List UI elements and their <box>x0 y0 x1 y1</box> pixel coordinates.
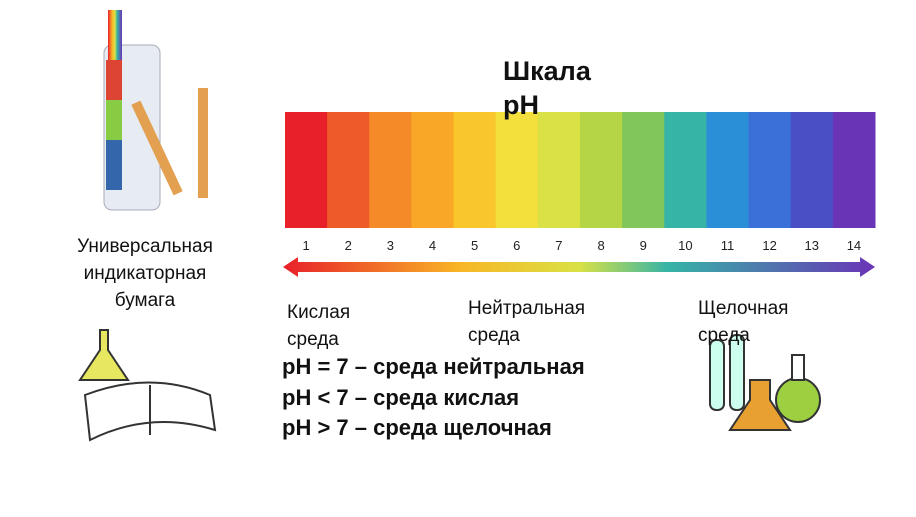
zone-label: Кислая среда <box>287 302 351 350</box>
scale-number: 7 <box>555 238 562 253</box>
color-band <box>748 112 792 228</box>
scale-number: 11 <box>721 238 735 253</box>
color-band <box>495 112 539 228</box>
color-band <box>706 112 750 228</box>
flask-book-icon <box>78 329 217 442</box>
color-band <box>537 112 581 228</box>
ph-scale: 1 2 3 4 5 6 7 8 9 10 11 12 13 14 <box>285 112 876 253</box>
scale-number: 12 <box>762 238 776 253</box>
scale-number: 4 <box>429 238 436 253</box>
rule: pH > 7 – среда щелочная <box>282 415 552 440</box>
scale-number: 2 <box>345 238 352 253</box>
color-band <box>327 112 370 228</box>
color-band <box>285 112 328 228</box>
scale-number: 10 <box>678 238 692 253</box>
scale-number: 14 <box>847 238 861 253</box>
ph-arrow <box>283 257 875 277</box>
scale-number: 8 <box>597 238 604 253</box>
scale-number: 6 <box>513 238 520 253</box>
color-band <box>790 112 834 228</box>
color-band <box>832 112 876 228</box>
color-band <box>453 112 497 228</box>
test-tubes-icon <box>709 334 821 431</box>
scale-number: 13 <box>805 238 819 253</box>
color-band <box>411 112 455 228</box>
scale-number: 1 <box>302 238 309 253</box>
indicator-paper-icon <box>103 10 208 211</box>
color-band <box>369 112 412 228</box>
zone-label: Щелочная среда <box>698 298 789 346</box>
rule: pH = 7 – среда нейтральная <box>282 354 585 379</box>
scale-number: 9 <box>640 238 647 253</box>
title: Шкала pH <box>503 56 591 120</box>
rule: pH < 7 – среда кислая <box>282 385 520 410</box>
color-band <box>580 112 623 228</box>
scale-number: 5 <box>471 238 478 253</box>
paper-label: Универсальная индикаторная бумага <box>77 236 213 311</box>
scale-number: 3 <box>387 238 394 253</box>
color-band <box>664 112 707 228</box>
zone-label: Нейтральная среда <box>468 298 586 346</box>
color-band <box>622 112 665 228</box>
